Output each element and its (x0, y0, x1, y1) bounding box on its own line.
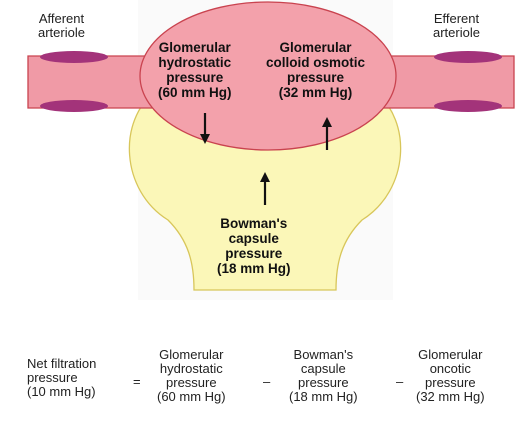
term-glom-oncotic: Glomerular oncotic pressure (32 mm Hg) (416, 347, 485, 404)
net-filtration-label: Net filtration pressure (10 mm Hg) (27, 356, 97, 399)
minus-sign-1: – (263, 374, 271, 389)
minus-sign-2: – (396, 374, 404, 389)
glom-colloid-label: Glomerular colloid osmotic pressure (32 mm … (266, 40, 366, 100)
term-glom-hydrostatic: Glomerular hydrostatic pressure (60 mm Hg) (157, 347, 226, 404)
glom-hydrostatic-label: Glomerular hydrostatic pressure (60 mm Hg) (158, 40, 232, 100)
equals-sign: = (133, 374, 141, 389)
efferent-arteriole-label: Efferent arteriole (433, 11, 480, 40)
rbc-right-bottom (434, 100, 502, 112)
arrow-up-glom-colloid (322, 117, 332, 150)
arrow-up-bowman (260, 172, 270, 205)
rbc-right-top (434, 51, 502, 63)
afferent-arteriole-label: Afferent arteriole (38, 11, 85, 40)
rbc-left-bottom (40, 100, 108, 112)
term-bowman-capsule: Bowman's capsule pressure (18 mm Hg) (289, 347, 358, 404)
arrow-down-glom-hydro (200, 113, 210, 144)
bowman-capsule-label: Bowman's capsule pressure (18 mm Hg) (217, 216, 291, 276)
rbc-left-top (40, 51, 108, 63)
